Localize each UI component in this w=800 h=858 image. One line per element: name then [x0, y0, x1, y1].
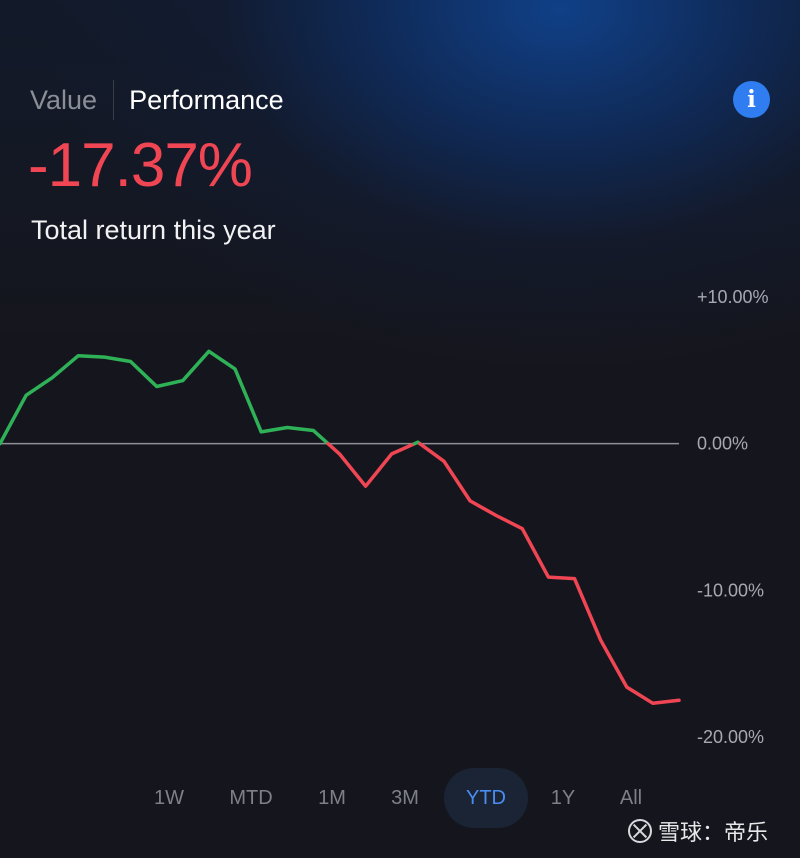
y-tick-label: -10.00%: [697, 580, 764, 600]
range-all[interactable]: All: [619, 787, 643, 809]
range-3m[interactable]: 3M: [391, 787, 419, 809]
total-return-label: Total return this year: [31, 215, 276, 245]
tab-performance[interactable]: Performance: [129, 85, 284, 115]
range-1y[interactable]: 1Y: [550, 787, 576, 809]
tab-value[interactable]: Value: [30, 85, 98, 115]
range-ytd[interactable]: YTD: [444, 768, 528, 828]
range-1w[interactable]: 1W: [154, 787, 184, 809]
series-line-negative: [326, 441, 417, 488]
tab-divider: [113, 80, 115, 120]
watermark: 雪球：帝乐: [628, 815, 768, 847]
performance-chart: +10.00% 0.00% -10.00% -20.00%: [0, 287, 769, 747]
series-line-negative: [418, 441, 681, 706]
range-selector: 1W MTD 1M 3M YTD 1Y All: [0, 768, 800, 828]
y-tick-label: +10.00%: [697, 287, 769, 307]
snowball-logo-icon: [628, 819, 652, 843]
range-1m[interactable]: 1M: [318, 787, 346, 809]
series-line-positive: [0, 349, 330, 446]
view-tabs: Value Performance: [30, 80, 284, 120]
range-mtd[interactable]: MTD: [229, 787, 273, 809]
watermark-text: 雪球：帝乐: [658, 821, 769, 846]
info-icon[interactable]: i: [733, 81, 770, 118]
y-tick-label: -20.00%: [697, 727, 764, 747]
total-return-value: -17.37%: [28, 131, 253, 200]
y-tick-label: 0.00%: [697, 434, 748, 454]
